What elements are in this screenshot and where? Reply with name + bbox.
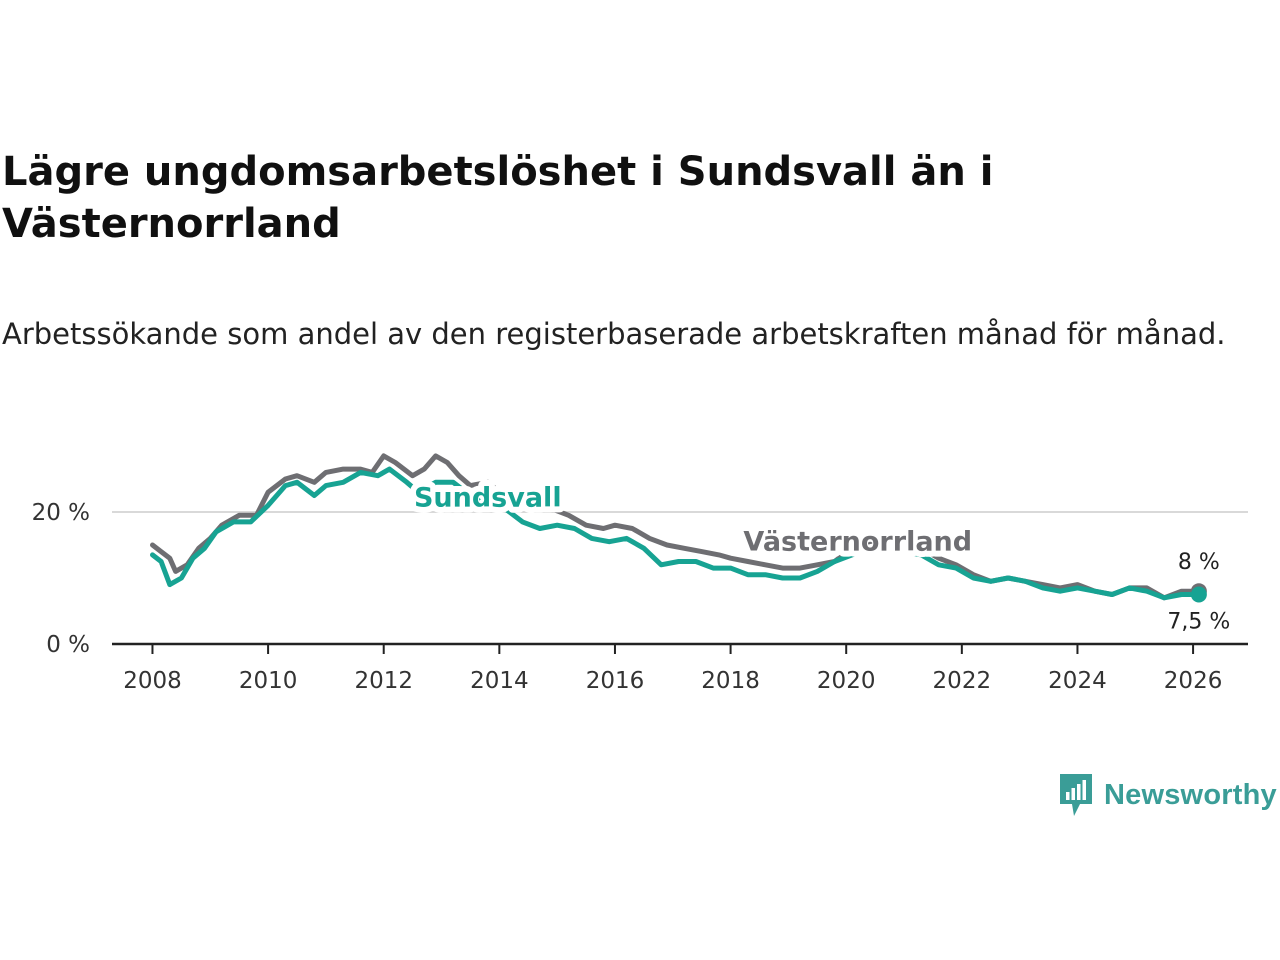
brand-name: Newsworthy (1104, 778, 1277, 811)
x-tick-label: 2016 (586, 668, 645, 694)
end-value-label-sundsvall: 7,5 % (1167, 610, 1230, 635)
series-layer (150, 453, 1207, 603)
x-tick-label: 2026 (1164, 668, 1223, 694)
series-label-vsternorrland: Västernorrland (743, 526, 972, 557)
x-tick-label: 2020 (817, 668, 876, 694)
y-tick-label: 20 % (32, 500, 90, 526)
series-line-sundsvall (150, 466, 1202, 601)
chart-title: Lägre ungdomsarbetslöshet i Sundsvall än… (2, 149, 994, 247)
axis-layer: 0 % 20 % 2008 2010 2012 2014 2016 2018 2020 2022 2… (32, 500, 1248, 694)
chart-subtitle: Arbetssökande som andel av den registerb… (2, 317, 1226, 351)
newsworthy-logo-icon (1060, 774, 1092, 816)
x-tick-label: 2012 (354, 668, 413, 694)
end-point-sundsvall (1190, 586, 1207, 603)
y-tick-label: 0 % (46, 632, 90, 658)
line-chart: Västernorrland Sundsvall 8 % 7,5 % 0 % 20 % 2… (32, 453, 1248, 694)
x-tick-label: 2022 (933, 668, 992, 694)
series-label-sundsvall: Sundsvall (414, 483, 562, 514)
end-value-label-vsternorrland: 8 % (1178, 550, 1220, 575)
label-layer: Västernorrland Sundsvall 8 % 7,5 % (408, 477, 1233, 638)
newsworthy-brand: Newsworthy (1058, 772, 1277, 818)
x-tick-label: 2008 (123, 668, 182, 694)
x-tick-label: 2018 (701, 668, 760, 694)
x-tick-label: 2010 (239, 668, 298, 694)
x-tick-label: 2024 (1048, 668, 1107, 694)
x-tick-label: 2014 (470, 668, 529, 694)
series-line-vsternorrland (150, 453, 1202, 601)
